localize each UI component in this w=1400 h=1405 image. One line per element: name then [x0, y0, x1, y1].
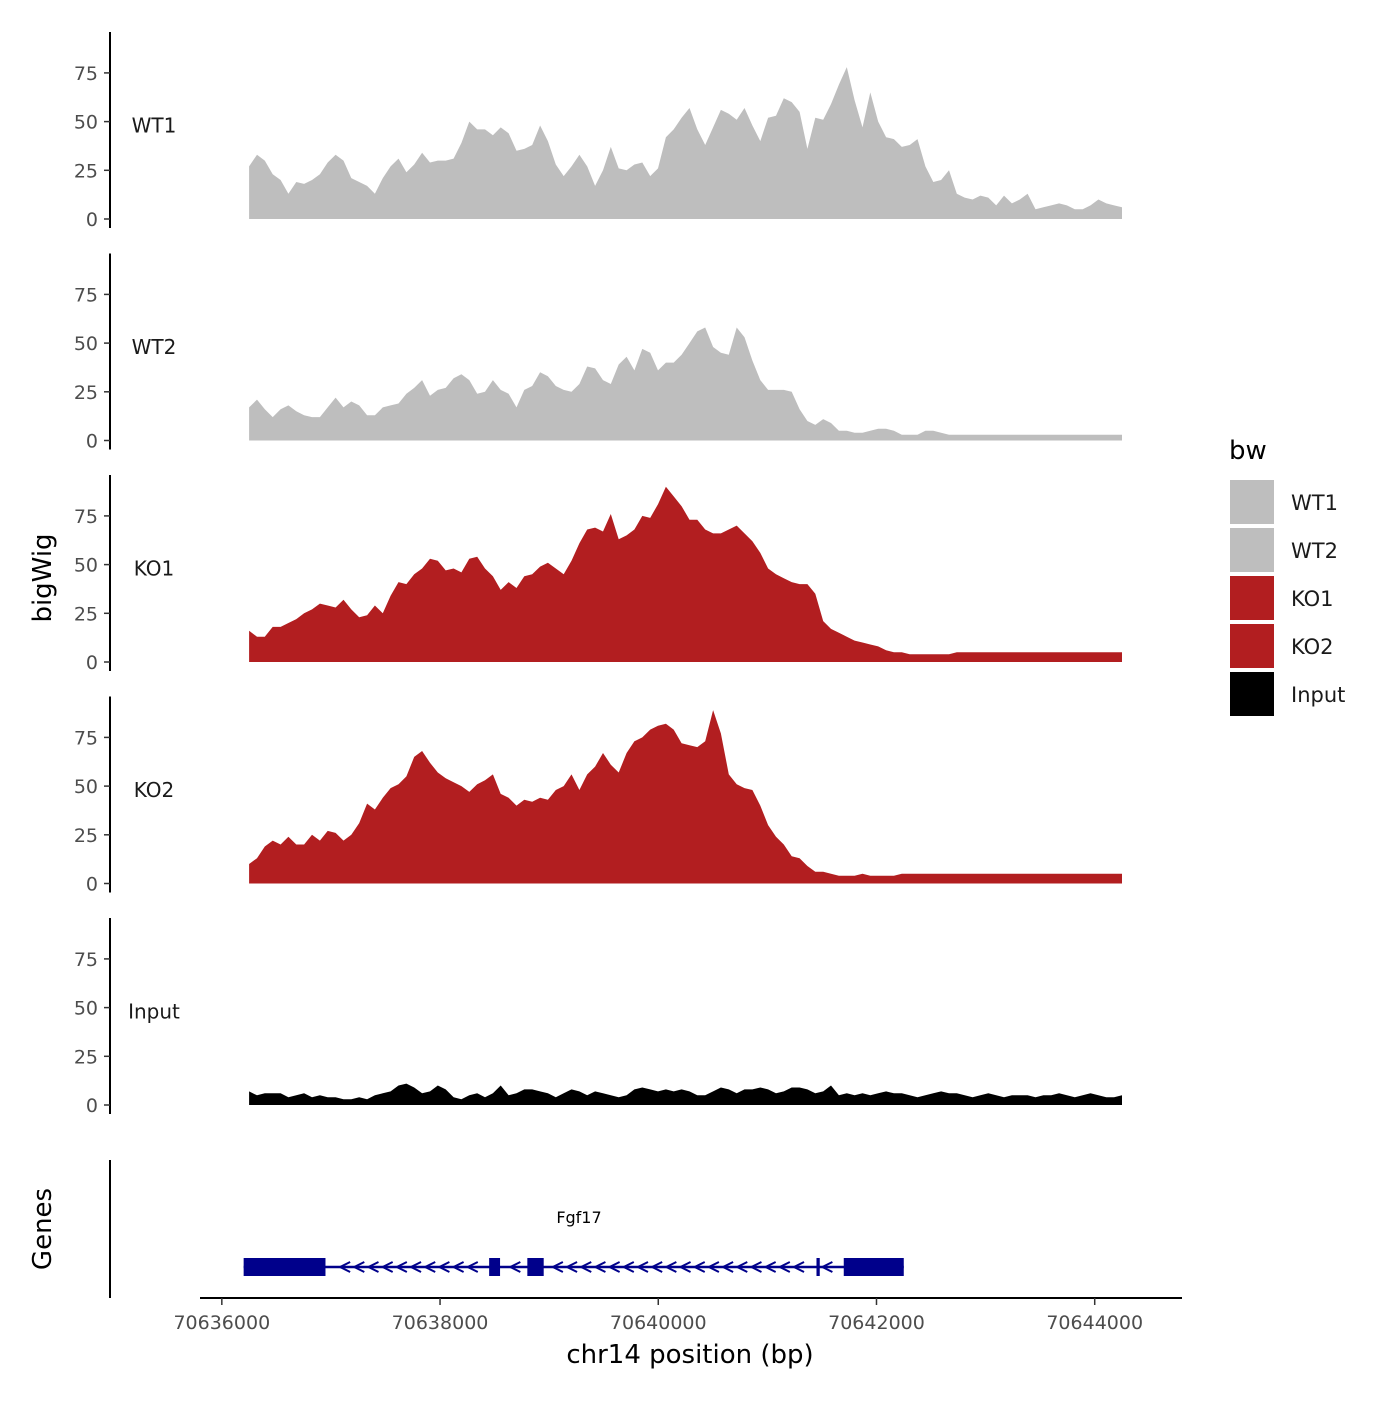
- strand-arrow: [749, 1261, 762, 1273]
- strand-arrow: [649, 1261, 663, 1273]
- gene-exon: [489, 1258, 501, 1276]
- strand-arrow: [720, 1261, 734, 1273]
- legend-swatch: [1230, 624, 1274, 668]
- track-label: WT2: [132, 335, 177, 359]
- track-label: KO2: [134, 778, 175, 802]
- area-wt2: [249, 327, 1123, 441]
- genes-panel: Fgf17 Genes: [28, 1160, 1182, 1299]
- legend-swatch: [1230, 480, 1274, 524]
- strand-arrow: [735, 1261, 748, 1273]
- y-tick-label: 75: [74, 284, 98, 306]
- panel-wt1: 0 25 50 75 WT1: [74, 32, 1123, 231]
- gene-exon: [816, 1258, 820, 1276]
- gene-exon: [243, 1258, 326, 1276]
- legend-label: Input: [1291, 683, 1345, 707]
- y-tick-label: 0: [86, 209, 98, 231]
- y-tick-label: 25: [74, 160, 98, 182]
- y-tick-label: 50: [74, 776, 98, 798]
- y-tick-label: 25: [74, 1046, 98, 1068]
- x-tick-label: 70642000: [828, 1312, 925, 1334]
- strand-arrow: [352, 1261, 365, 1273]
- area-input: [249, 1083, 1123, 1105]
- legend-swatch: [1230, 528, 1274, 572]
- legend-label: WT2: [1291, 539, 1338, 563]
- strand-arrow: [678, 1261, 691, 1273]
- strand-arrow: [621, 1261, 635, 1273]
- strand-arrow: [422, 1261, 436, 1273]
- strand-arrow: [337, 1261, 351, 1273]
- panel-ko1: 0 25 50 75 KO1: [74, 475, 1123, 674]
- legend-title: bw: [1229, 436, 1267, 466]
- gene-exon: [527, 1258, 544, 1276]
- strand-arrow: [820, 1261, 833, 1273]
- legend-items: WT1 WT2 KO1 KO2 Input: [1230, 480, 1345, 716]
- x-axis: 70636000 70638000 70640000 70642000 70644000: [173, 1298, 1143, 1334]
- strand-arrow: [579, 1261, 592, 1273]
- area-ko1: [249, 486, 1123, 662]
- strand-arrow: [508, 1261, 521, 1273]
- legend-label: WT1: [1291, 491, 1338, 515]
- area-ko2: [249, 710, 1123, 884]
- x-axis-title: chr14 position (bp): [566, 1340, 813, 1370]
- y-tick-label: 25: [74, 603, 98, 625]
- legend-swatch: [1230, 672, 1274, 716]
- y-tick-label: 50: [74, 998, 98, 1020]
- strand-arrow: [408, 1261, 422, 1273]
- strand-arrow: [692, 1261, 706, 1273]
- strand-arrow: [394, 1261, 408, 1273]
- y-axis-title: bigWig: [28, 533, 58, 622]
- area-wt1: [249, 67, 1123, 219]
- strand-arrow: [635, 1261, 649, 1273]
- legend: bw WT1 WT2 KO1 KO2 Input: [1229, 436, 1345, 716]
- x-tick-label: 70636000: [173, 1312, 270, 1334]
- strand-arrow: [451, 1261, 465, 1273]
- y-tick-label: 75: [74, 63, 98, 85]
- strand-arrow: [465, 1261, 479, 1273]
- y-tick-label: 0: [86, 431, 98, 453]
- legend-label: KO1: [1291, 587, 1334, 611]
- gene-track: [243, 1258, 904, 1276]
- panel-wt2: 0 25 50 75 WT2: [74, 253, 1123, 453]
- strand-arrow: [550, 1261, 564, 1273]
- strand-arrow: [777, 1261, 791, 1273]
- y-tick-label: 75: [74, 727, 98, 749]
- y-tick-label: 50: [74, 555, 98, 577]
- x-tick-label: 70638000: [392, 1312, 489, 1334]
- legend-label: KO2: [1291, 635, 1334, 659]
- y-tick-label: 0: [86, 1095, 98, 1117]
- y-tick-label: 50: [74, 112, 98, 134]
- genes-panel-title: Genes: [28, 1188, 58, 1270]
- panel-ko2: 0 25 50 75 KO2: [74, 696, 1123, 896]
- strand-arrow: [607, 1261, 621, 1273]
- track-label: Input: [128, 1000, 180, 1024]
- strand-arrow: [791, 1261, 805, 1273]
- x-tick-label: 70640000: [610, 1312, 707, 1334]
- x-tick-label: 70644000: [1046, 1312, 1143, 1334]
- strand-arrow: [366, 1261, 379, 1273]
- track-label: WT1: [132, 114, 177, 138]
- legend-swatch: [1230, 576, 1274, 620]
- strand-arrow: [564, 1261, 578, 1273]
- strand-arrow: [593, 1261, 606, 1273]
- y-tick-label: 25: [74, 825, 98, 847]
- y-tick-label: 75: [74, 506, 98, 528]
- panel-input: 0 25 50 75 Input: [74, 918, 1123, 1117]
- y-tick-label: 75: [74, 949, 98, 971]
- y-tick-label: 0: [86, 874, 98, 896]
- gene-label: Fgf17: [556, 1208, 601, 1227]
- signal-panels: 0 25 50 75 WT1 0 25 50 75 WT2 0 25 50 75 KO1 0 25 50 75 KO2…: [74, 32, 1123, 1117]
- strand-arrow: [664, 1261, 677, 1273]
- y-tick-label: 25: [74, 382, 98, 404]
- strand-arrow: [706, 1261, 720, 1273]
- y-tick-label: 0: [86, 652, 98, 674]
- strand-arrow: [763, 1261, 777, 1273]
- strand-arrow: [380, 1261, 394, 1273]
- gene-exon: [843, 1258, 904, 1276]
- track-label: KO1: [134, 557, 175, 581]
- y-tick-label: 50: [74, 333, 98, 355]
- strand-arrow: [437, 1261, 450, 1273]
